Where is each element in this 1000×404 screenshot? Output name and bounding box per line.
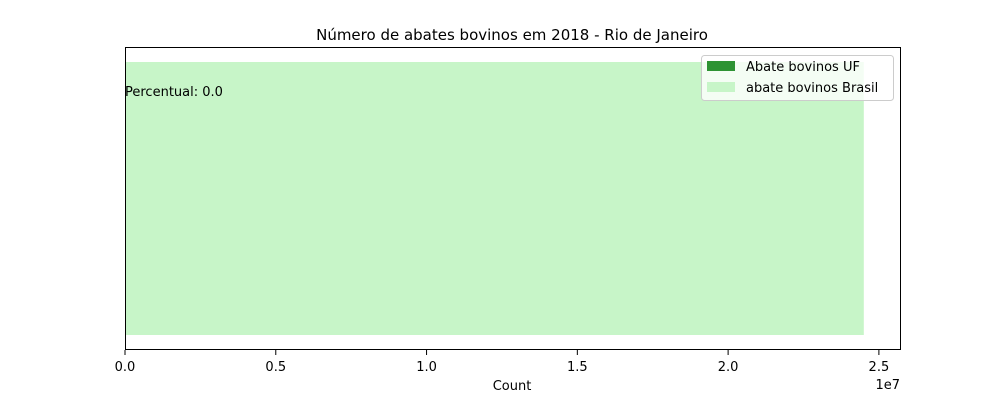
legend: Abate bovinos UF abate bovinos Brasil — [701, 55, 894, 101]
x-tick-label: 0.5 — [265, 360, 286, 375]
x-tick-label: 0.0 — [115, 360, 136, 375]
x-axis-label: Count — [493, 379, 532, 394]
x-tick-label: 1.5 — [567, 360, 588, 375]
bars-layer — [125, 62, 864, 335]
x-axis-scale-label: 1e7 — [875, 378, 900, 393]
percent-annotation: Percentual: 0.0 — [125, 85, 223, 100]
legend-label-brasil: abate bovinos Brasil — [746, 81, 878, 96]
chart-title: Número de abates bovinos em 2018 - Rio d… — [316, 26, 708, 44]
legend-swatch-brasil — [707, 82, 735, 92]
legend-label-uf: Abate bovinos UF — [746, 60, 860, 75]
x-axis: 0.0 0.5 1.0 1.5 2.0 2.5 — [115, 350, 890, 375]
legend-box — [701, 55, 894, 101]
plot-frame — [125, 47, 901, 350]
x-tick-label: 2.0 — [718, 360, 739, 375]
legend-swatch-uf — [707, 61, 735, 71]
bar-abate-bovinos-brasil — [125, 62, 864, 335]
x-tick-label: 1.0 — [416, 360, 437, 375]
x-tick-label: 2.5 — [869, 360, 890, 375]
